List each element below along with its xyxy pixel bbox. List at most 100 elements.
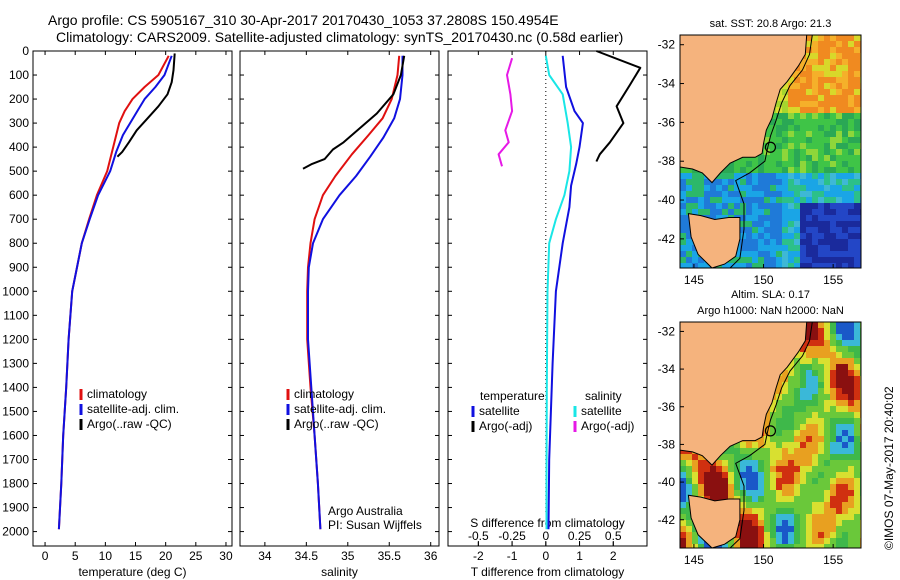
map-cell — [812, 185, 818, 191]
map-cell — [710, 197, 716, 203]
map-cell — [686, 167, 692, 173]
map-cell — [824, 203, 830, 209]
depth-tick-label: 900 — [9, 260, 29, 274]
map-cell — [686, 203, 692, 209]
map-cell — [698, 197, 704, 203]
map-cell — [854, 125, 860, 131]
map-cell — [782, 478, 788, 484]
map-cell — [812, 215, 818, 221]
map-cell — [842, 532, 848, 538]
map-cell — [836, 77, 842, 83]
map-cell — [800, 370, 806, 376]
map-cell — [848, 538, 854, 544]
map-cell — [806, 496, 812, 502]
map-cell — [740, 215, 746, 221]
map-cell — [824, 179, 830, 185]
map-cell — [782, 107, 788, 113]
map-cell — [830, 41, 836, 47]
map-cell — [824, 71, 830, 77]
map-cell — [722, 179, 728, 185]
map-cell — [680, 502, 686, 508]
map-cell — [764, 514, 770, 520]
map-cell — [848, 125, 854, 131]
map-cell — [770, 532, 776, 538]
map-cell — [746, 221, 752, 227]
map-cell — [854, 370, 860, 376]
map-cell — [698, 460, 704, 466]
map-cell — [800, 388, 806, 394]
map-cell — [812, 406, 818, 412]
map-cell — [794, 544, 800, 548]
x-tick-label: 0 — [42, 549, 49, 563]
map-cell — [740, 490, 746, 496]
map-cell — [692, 203, 698, 209]
map-cell — [782, 155, 788, 161]
map-cell — [842, 358, 848, 364]
map-cell — [704, 484, 710, 490]
map-cell — [812, 77, 818, 83]
map-cell — [818, 113, 824, 119]
map-cell — [740, 502, 746, 508]
map-cell — [746, 197, 752, 203]
map-cell — [830, 436, 836, 442]
map-cell — [752, 263, 758, 268]
map-cell — [680, 221, 686, 227]
map-cell — [794, 370, 800, 376]
map-cell — [698, 490, 704, 496]
map-cell — [842, 119, 848, 125]
map-cell — [818, 442, 824, 448]
map-cell — [770, 179, 776, 185]
map-cell — [824, 137, 830, 143]
depth-tick-label: 300 — [9, 116, 29, 130]
map-cell — [764, 412, 770, 418]
map-cell — [680, 472, 686, 478]
map-y-tick-label: -32 — [658, 38, 676, 52]
map-cell — [824, 197, 830, 203]
map-cell — [770, 436, 776, 442]
map-cell — [812, 358, 818, 364]
map-cell — [842, 454, 848, 460]
map-cell — [764, 173, 770, 179]
map-cell — [812, 508, 818, 514]
map-cell — [686, 179, 692, 185]
map-cell — [824, 89, 830, 95]
map-cell — [746, 478, 752, 484]
depth-tick-label: 1200 — [2, 332, 29, 346]
map-cell — [776, 239, 782, 245]
map-cell — [764, 538, 770, 544]
map-cell — [710, 209, 716, 215]
map-cell — [734, 472, 740, 478]
map-cell — [818, 155, 824, 161]
map-cell — [842, 53, 848, 59]
map-cell — [800, 406, 806, 412]
map-cell — [752, 484, 758, 490]
map-cell — [788, 245, 794, 251]
map-cell — [740, 478, 746, 484]
map-cell — [764, 472, 770, 478]
map-cell — [842, 442, 848, 448]
map-cell — [848, 203, 854, 209]
map-cell — [836, 149, 842, 155]
map-cell — [800, 137, 806, 143]
map-cell — [854, 215, 860, 221]
map-cell — [854, 179, 860, 185]
map-cell — [848, 215, 854, 221]
map-cell — [824, 412, 830, 418]
annotation-text: PI: Susan Wijffels — [328, 518, 422, 532]
map-cell — [776, 179, 782, 185]
map-cell — [680, 532, 686, 538]
map-cell — [686, 514, 692, 520]
map-cell — [686, 454, 692, 460]
map-cell — [830, 173, 836, 179]
map-cell — [794, 185, 800, 191]
map-cell — [692, 257, 698, 263]
map-cell — [740, 179, 746, 185]
map-cell — [788, 496, 794, 502]
map-cell — [794, 227, 800, 233]
map-cell — [752, 472, 758, 478]
map-cell — [836, 340, 842, 346]
map-cell — [848, 352, 854, 358]
map-cell — [854, 41, 860, 47]
map-cell — [824, 454, 830, 460]
